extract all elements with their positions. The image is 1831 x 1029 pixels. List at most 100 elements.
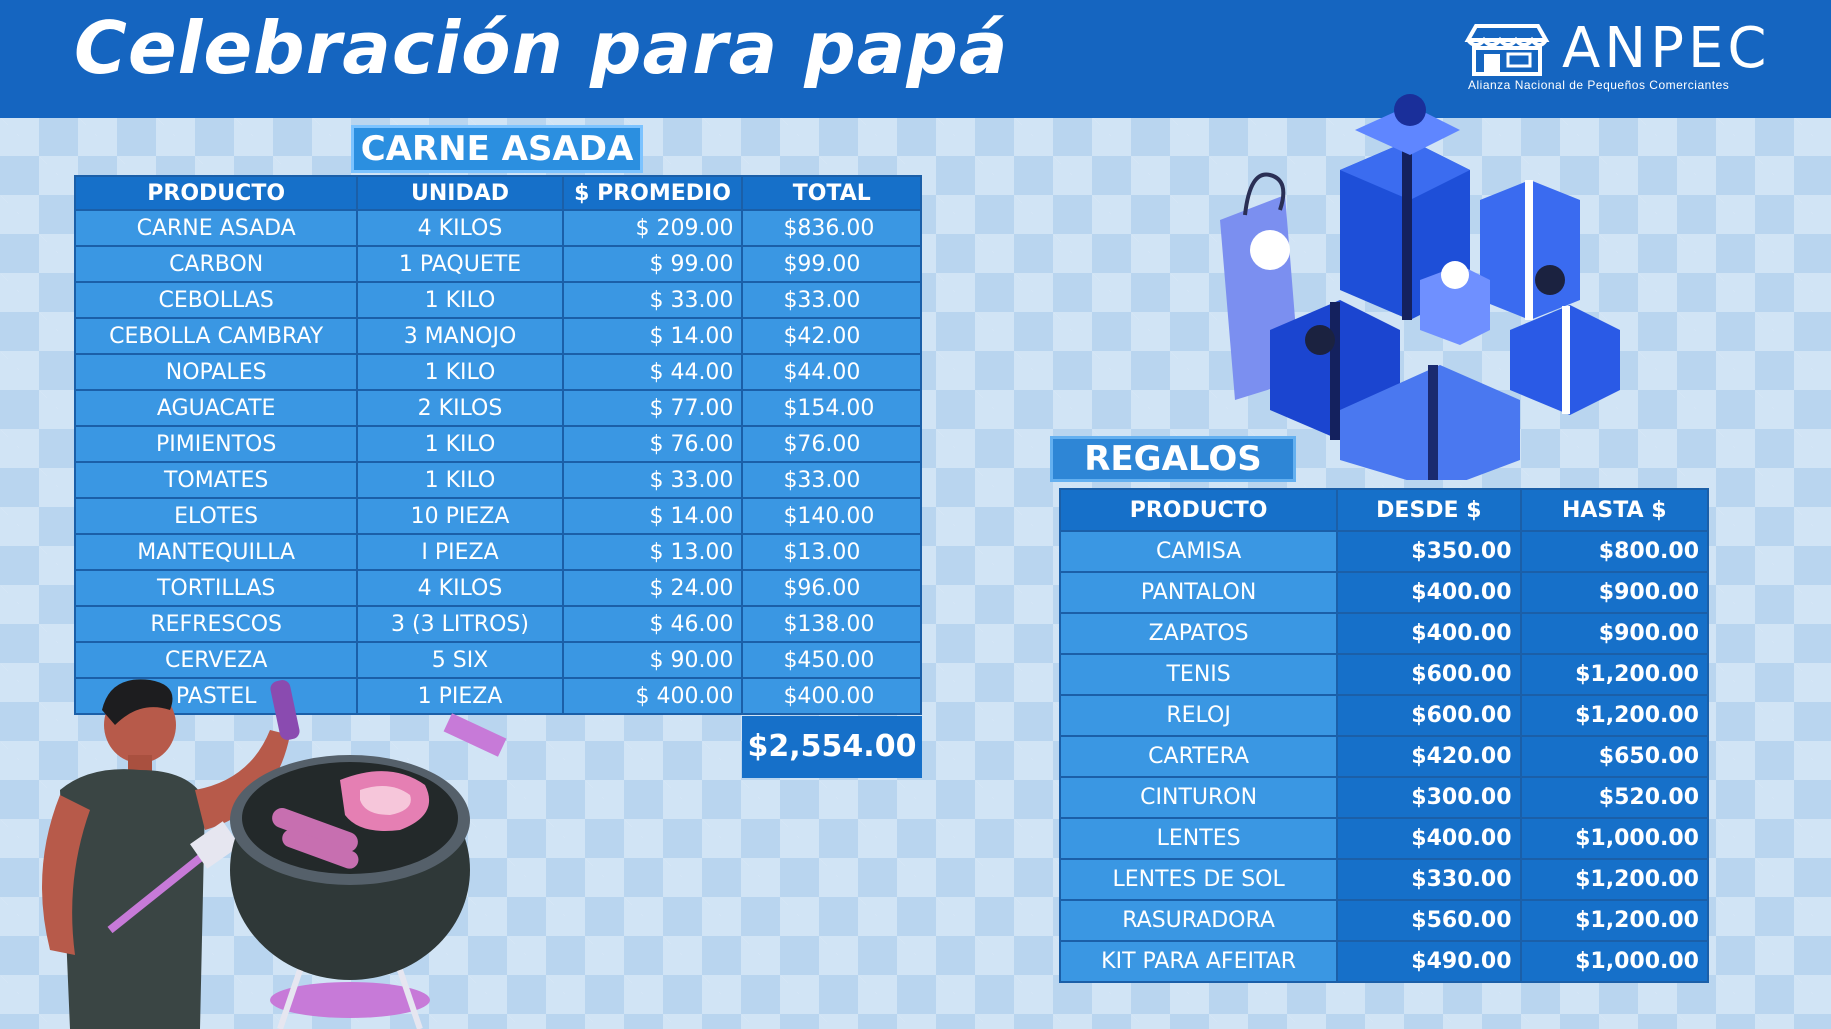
product-cell: PIMIENTOS — [73, 425, 359, 463]
from-price-cell: $330.00 — [1336, 858, 1522, 901]
to-price-cell: $800.00 — [1519, 530, 1709, 573]
unit-cell: 1 KILO — [356, 353, 564, 391]
table-row: KIT PARA AFEITAR $490.00 $1,000.00 — [1058, 940, 1709, 983]
avg-price-cell: $ 209.00 — [561, 209, 744, 247]
product-cell: CERVEZA — [73, 641, 359, 679]
table-row: CARNE ASADA 4 KILOS $ 209.00 $836.00 — [73, 209, 922, 247]
column-header: UNIDAD — [356, 175, 564, 211]
table-row: PANTALON $400.00 $900.00 — [1058, 571, 1709, 614]
product-cell: AGUACATE — [73, 389, 359, 427]
column-header: TOTAL — [741, 175, 922, 211]
total-cell: $138.00 — [741, 605, 922, 643]
store-icon — [1464, 24, 1550, 76]
table-row: TOMATES 1 KILO $ 33.00 $33.00 — [73, 461, 922, 499]
column-header: DESDE $ — [1336, 488, 1522, 532]
to-price-cell: $900.00 — [1519, 571, 1709, 614]
to-price-cell: $1,200.00 — [1519, 858, 1709, 901]
logo-subtitle: Alianza Nacional de Pequeños Comerciante… — [1468, 78, 1730, 92]
table-row: NOPALES 1 KILO $ 44.00 $44.00 — [73, 353, 922, 391]
product-cell: CEBOLLAS — [73, 281, 359, 319]
avg-price-cell: $ 76.00 — [561, 425, 744, 463]
table-header-row: PRODUCTO UNIDAD $ PROMEDIO TOTAL — [73, 175, 922, 211]
avg-price-cell: $ 99.00 — [561, 245, 744, 283]
total-cell: $44.00 — [741, 353, 922, 391]
table-row: TORTILLAS 4 KILOS $ 24.00 $96.00 — [73, 569, 922, 607]
product-cell: MANTEQUILLA — [73, 533, 359, 571]
from-price-cell: $350.00 — [1336, 530, 1522, 573]
total-cell: $836.00 — [741, 209, 922, 247]
from-price-cell: $560.00 — [1336, 899, 1522, 942]
table-row: ZAPATOS $400.00 $900.00 — [1058, 612, 1709, 655]
unit-cell: 1 PIEZA — [356, 677, 564, 715]
avg-price-cell: $ 46.00 — [561, 605, 744, 643]
table-row: RELOJ $600.00 $1,200.00 — [1058, 694, 1709, 737]
unit-cell: 3 (3 LITROS) — [356, 605, 564, 643]
regalos-tag: REGALOS — [1050, 436, 1296, 482]
unit-cell: 1 KILO — [356, 425, 564, 463]
avg-price-cell: $ 13.00 — [561, 533, 744, 571]
table-row: TENIS $600.00 $1,200.00 — [1058, 653, 1709, 696]
product-cell: RELOJ — [1058, 694, 1339, 737]
product-cell: LENTES DE SOL — [1058, 858, 1339, 901]
total-cell: $400.00 — [741, 677, 922, 715]
carne-asada-table: PRODUCTO UNIDAD $ PROMEDIO TOTAL CARNE A… — [73, 175, 922, 715]
table-row: CERVEZA 5 SIX $ 90.00 $450.00 — [73, 641, 922, 679]
product-cell: REFRESCOS — [73, 605, 359, 643]
unit-cell: 1 KILO — [356, 281, 564, 319]
from-price-cell: $400.00 — [1336, 817, 1522, 860]
table-row: ELOTES 10 PIEZA $ 14.00 $140.00 — [73, 497, 922, 535]
total-cell: $76.00 — [741, 425, 922, 463]
total-cell: $154.00 — [741, 389, 922, 427]
product-cell: ELOTES — [73, 497, 359, 535]
total-cell: $140.00 — [741, 497, 922, 535]
column-header: $ PROMEDIO — [561, 175, 744, 211]
from-price-cell: $300.00 — [1336, 776, 1522, 819]
table-row: AGUACATE 2 KILOS $ 77.00 $154.00 — [73, 389, 922, 427]
column-header: PRODUCTO — [1058, 488, 1339, 532]
logo-wordmark: ANPEC — [1562, 16, 1771, 81]
table-row: REFRESCOS 3 (3 LITROS) $ 46.00 $138.00 — [73, 605, 922, 643]
table-header-row: PRODUCTO DESDE $ HASTA $ — [1058, 488, 1709, 532]
from-price-cell: $420.00 — [1336, 735, 1522, 778]
column-header: PRODUCTO — [73, 175, 359, 211]
table-row: PASTEL 1 PIEZA $ 400.00 $400.00 — [73, 677, 922, 715]
product-cell: CARNE ASADA — [73, 209, 359, 247]
product-cell: LENTES — [1058, 817, 1339, 860]
product-cell: CARTERA — [1058, 735, 1339, 778]
avg-price-cell: $ 33.00 — [561, 461, 744, 499]
total-cell: $33.00 — [741, 461, 922, 499]
product-cell: PANTALON — [1058, 571, 1339, 614]
avg-price-cell: $ 90.00 — [561, 641, 744, 679]
unit-cell: 1 KILO — [356, 461, 564, 499]
from-price-cell: $600.00 — [1336, 694, 1522, 737]
unit-cell: 1 PAQUETE — [356, 245, 564, 283]
product-cell: TOMATES — [73, 461, 359, 499]
total-cell: $13.00 — [741, 533, 922, 571]
unit-cell: 2 KILOS — [356, 389, 564, 427]
avg-price-cell: $ 33.00 — [561, 281, 744, 319]
product-cell: KIT PARA AFEITAR — [1058, 940, 1339, 983]
table-row: CEBOLLAS 1 KILO $ 33.00 $33.00 — [73, 281, 922, 319]
from-price-cell: $400.00 — [1336, 612, 1522, 655]
avg-price-cell: $ 77.00 — [561, 389, 744, 427]
total-cell: $42.00 — [741, 317, 922, 355]
to-price-cell: $1,200.00 — [1519, 653, 1709, 696]
unit-cell: 10 PIEZA — [356, 497, 564, 535]
table-row: RASURADORA $560.00 $1,200.00 — [1058, 899, 1709, 942]
to-price-cell: $1,200.00 — [1519, 694, 1709, 737]
column-header: HASTA $ — [1519, 488, 1709, 532]
to-price-cell: $650.00 — [1519, 735, 1709, 778]
product-cell: CARBON — [73, 245, 359, 283]
to-price-cell: $1,000.00 — [1519, 940, 1709, 983]
gift-boxes-illustration — [1220, 94, 1620, 480]
unit-cell: 4 KILOS — [356, 209, 564, 247]
table-row: CARBON 1 PAQUETE $ 99.00 $99.00 — [73, 245, 922, 283]
total-cell: $99.00 — [741, 245, 922, 283]
product-cell: ZAPATOS — [1058, 612, 1339, 655]
avg-price-cell: $ 44.00 — [561, 353, 744, 391]
table-row: CAMISA $350.00 $800.00 — [1058, 530, 1709, 573]
avg-price-cell: $ 14.00 — [561, 317, 744, 355]
total-cell: $96.00 — [741, 569, 922, 607]
from-price-cell: $600.00 — [1336, 653, 1522, 696]
product-cell: CINTURON — [1058, 776, 1339, 819]
